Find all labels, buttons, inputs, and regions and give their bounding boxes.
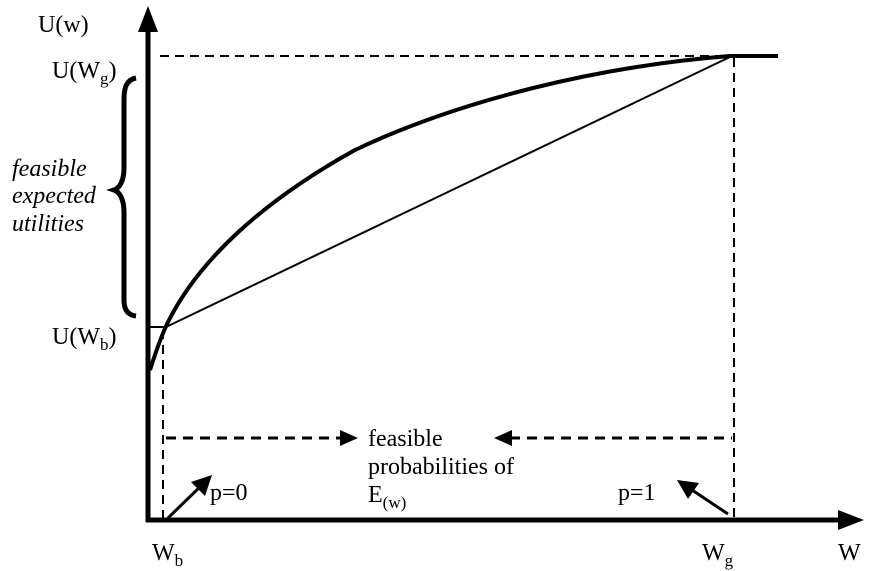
x-axis-label: W xyxy=(838,540,861,566)
x-axis-arrowhead xyxy=(838,510,864,530)
utility-curve xyxy=(148,54,778,371)
expected-utility-chord xyxy=(165,55,733,328)
y-axis-label: U(w) xyxy=(38,12,89,38)
brace-label-line2: expected xyxy=(12,183,97,209)
brace-label-line1: feasible xyxy=(12,156,87,182)
p-zero-label: p=0 xyxy=(210,480,248,506)
wg-label: Wg xyxy=(702,540,734,570)
brace-label-line3: utilities xyxy=(12,211,84,237)
p-zero-arrowhead xyxy=(191,475,212,496)
probabilities-arrow-left xyxy=(494,430,512,446)
probabilities-arrow-right xyxy=(340,430,358,446)
p-one-label: p=1 xyxy=(618,480,656,506)
u-wg-label: U(Wg) xyxy=(52,58,116,88)
y-axis-arrowhead xyxy=(138,6,158,32)
probabilities-label-line3: E(w) xyxy=(368,482,406,512)
probabilities-label-line1: feasible xyxy=(368,426,443,452)
wb-label: Wb xyxy=(152,540,183,570)
probabilities-label-line2: probabilities of xyxy=(368,454,514,480)
curly-brace xyxy=(106,75,137,319)
u-wb-label: U(Wb) xyxy=(52,324,116,354)
p-one-arrowhead xyxy=(677,480,699,499)
